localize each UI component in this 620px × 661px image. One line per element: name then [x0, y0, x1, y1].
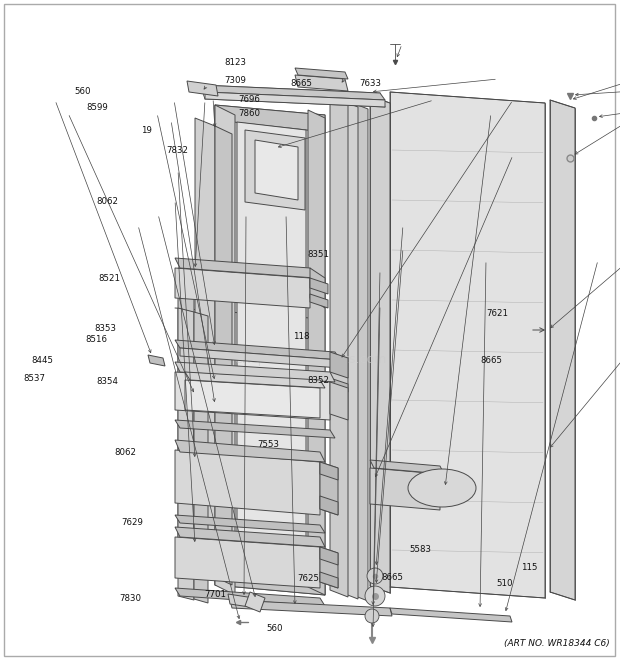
Text: 19: 19 [141, 126, 153, 135]
Polygon shape [255, 140, 298, 200]
Polygon shape [320, 496, 338, 515]
Text: 7701: 7701 [205, 590, 226, 599]
Text: 8516: 8516 [86, 335, 107, 344]
Polygon shape [550, 100, 575, 600]
Polygon shape [178, 268, 194, 580]
Text: 7832: 7832 [166, 146, 188, 155]
Polygon shape [175, 268, 310, 308]
Text: 560: 560 [267, 624, 283, 633]
Polygon shape [390, 608, 512, 622]
Polygon shape [215, 575, 325, 595]
Polygon shape [370, 96, 390, 593]
Polygon shape [308, 110, 325, 595]
Polygon shape [185, 372, 325, 388]
Polygon shape [215, 105, 325, 595]
Polygon shape [320, 547, 338, 588]
Polygon shape [237, 122, 306, 582]
Text: 7830: 7830 [119, 594, 141, 603]
Polygon shape [310, 278, 328, 294]
Polygon shape [295, 68, 348, 79]
Polygon shape [175, 420, 335, 438]
Polygon shape [320, 462, 338, 515]
Text: 7633: 7633 [360, 79, 381, 88]
Polygon shape [180, 348, 340, 368]
Text: 8665: 8665 [381, 573, 403, 582]
Text: 118: 118 [293, 332, 309, 341]
Polygon shape [245, 592, 265, 612]
Text: 7860: 7860 [239, 109, 260, 118]
Text: 7629: 7629 [121, 518, 143, 527]
Polygon shape [228, 594, 256, 608]
Text: 8599: 8599 [87, 103, 108, 112]
Polygon shape [310, 268, 325, 308]
Polygon shape [175, 588, 325, 606]
Text: (ART NO. WR18344 C6): (ART NO. WR18344 C6) [504, 639, 610, 648]
Text: 560: 560 [74, 87, 91, 96]
Text: 8665: 8665 [480, 356, 502, 365]
Text: 8537: 8537 [24, 373, 45, 383]
Text: 5583: 5583 [409, 545, 431, 555]
Text: 8352: 8352 [307, 375, 329, 385]
Polygon shape [195, 118, 215, 580]
Polygon shape [320, 462, 338, 480]
Polygon shape [175, 362, 335, 382]
Polygon shape [320, 547, 338, 565]
Text: 7696: 7696 [239, 95, 260, 104]
Polygon shape [175, 537, 320, 588]
Polygon shape [295, 75, 348, 91]
Polygon shape [200, 85, 385, 100]
Text: eReplacementParts.com: eReplacementParts.com [234, 354, 386, 366]
Polygon shape [370, 468, 440, 510]
Text: 7625: 7625 [298, 574, 319, 583]
Text: 115: 115 [521, 563, 538, 572]
Text: 8123: 8123 [224, 58, 246, 67]
Text: 8062: 8062 [96, 197, 118, 206]
Text: 8445: 8445 [31, 356, 53, 366]
Text: 8521: 8521 [98, 274, 120, 284]
Polygon shape [205, 92, 385, 107]
Circle shape [367, 568, 383, 584]
Text: 8354: 8354 [96, 377, 118, 386]
Polygon shape [215, 105, 235, 595]
Polygon shape [175, 527, 325, 547]
Polygon shape [350, 102, 368, 601]
Polygon shape [330, 378, 348, 392]
Polygon shape [370, 460, 444, 474]
Polygon shape [175, 372, 330, 420]
Polygon shape [178, 308, 194, 600]
Polygon shape [187, 81, 218, 96]
Polygon shape [148, 355, 165, 366]
Polygon shape [175, 440, 325, 462]
Text: 8351: 8351 [307, 250, 329, 259]
Text: 8665: 8665 [290, 79, 312, 88]
Polygon shape [330, 352, 348, 378]
Circle shape [365, 609, 379, 623]
Text: 7553: 7553 [257, 440, 279, 449]
Polygon shape [330, 98, 348, 597]
Polygon shape [245, 130, 305, 210]
Polygon shape [185, 380, 320, 418]
Ellipse shape [408, 469, 476, 507]
Text: 7309: 7309 [224, 76, 246, 85]
Polygon shape [310, 294, 328, 308]
Polygon shape [175, 450, 320, 515]
Text: 8062: 8062 [115, 448, 136, 457]
Text: 510: 510 [496, 578, 513, 588]
Text: 7621: 7621 [487, 309, 508, 319]
Polygon shape [215, 105, 325, 132]
Polygon shape [215, 126, 232, 585]
Polygon shape [175, 258, 315, 278]
Text: 8353: 8353 [94, 324, 116, 333]
Polygon shape [230, 600, 392, 616]
Polygon shape [194, 312, 208, 603]
Polygon shape [320, 572, 338, 588]
Polygon shape [390, 92, 545, 598]
Polygon shape [175, 515, 325, 533]
Polygon shape [175, 340, 340, 360]
Circle shape [365, 586, 385, 606]
Polygon shape [340, 100, 358, 599]
Polygon shape [330, 382, 348, 420]
